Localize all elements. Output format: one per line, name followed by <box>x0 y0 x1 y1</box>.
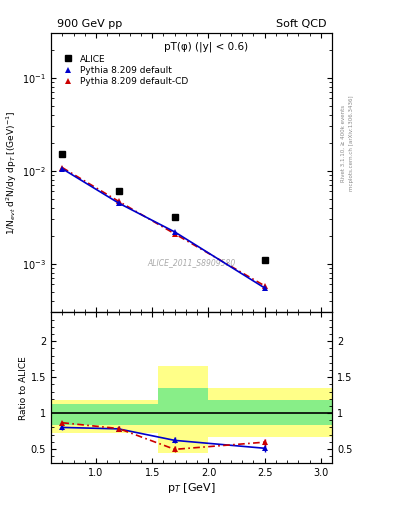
Text: Soft QCD: Soft QCD <box>276 19 327 29</box>
Bar <box>208 400 332 425</box>
Bar <box>136 400 158 433</box>
Pythia 8.209 default-CD <box>60 164 65 170</box>
Bar <box>158 367 208 453</box>
Bar <box>158 388 208 425</box>
Line: Pythia 8.209 default-CD: Pythia 8.209 default-CD <box>59 164 268 289</box>
Bar <box>51 400 136 433</box>
ALICE <box>60 151 65 157</box>
Y-axis label: 1/N$_{evt}$ d$^2$N/dy dp$_T$ [(GeV)$^{-1}$]: 1/N$_{evt}$ d$^2$N/dy dp$_T$ [(GeV)$^{-1… <box>5 111 20 235</box>
Bar <box>208 388 332 437</box>
X-axis label: p$_T$ [GeV]: p$_T$ [GeV] <box>167 481 216 495</box>
Pythia 8.209 default-CD <box>116 198 121 204</box>
ALICE <box>173 214 177 220</box>
ALICE <box>262 257 267 263</box>
Y-axis label: Ratio to ALICE: Ratio to ALICE <box>19 356 28 420</box>
Text: ALICE_2011_S8909580: ALICE_2011_S8909580 <box>147 258 236 267</box>
Bar <box>136 404 158 425</box>
ALICE <box>116 188 121 195</box>
Pythia 8.209 default <box>262 285 267 291</box>
Text: mcplots.cern.ch [arXiv:1306.3436]: mcplots.cern.ch [arXiv:1306.3436] <box>349 96 354 191</box>
Legend: ALICE, Pythia 8.209 default, Pythia 8.209 default-CD: ALICE, Pythia 8.209 default, Pythia 8.20… <box>57 53 190 88</box>
Text: 900 GeV pp: 900 GeV pp <box>57 19 122 29</box>
Text: Rivet 3.1.10, ≥ 400k events: Rivet 3.1.10, ≥ 400k events <box>341 105 346 182</box>
Line: ALICE: ALICE <box>59 151 268 263</box>
Line: Pythia 8.209 default: Pythia 8.209 default <box>59 165 268 291</box>
Pythia 8.209 default-CD <box>262 283 267 289</box>
Pythia 8.209 default <box>173 229 177 235</box>
Bar <box>51 404 136 425</box>
Pythia 8.209 default-CD <box>173 231 177 237</box>
Pythia 8.209 default <box>116 200 121 206</box>
Text: pT(φ) (|y| < 0.6): pT(φ) (|y| < 0.6) <box>163 41 248 52</box>
Pythia 8.209 default <box>60 166 65 172</box>
